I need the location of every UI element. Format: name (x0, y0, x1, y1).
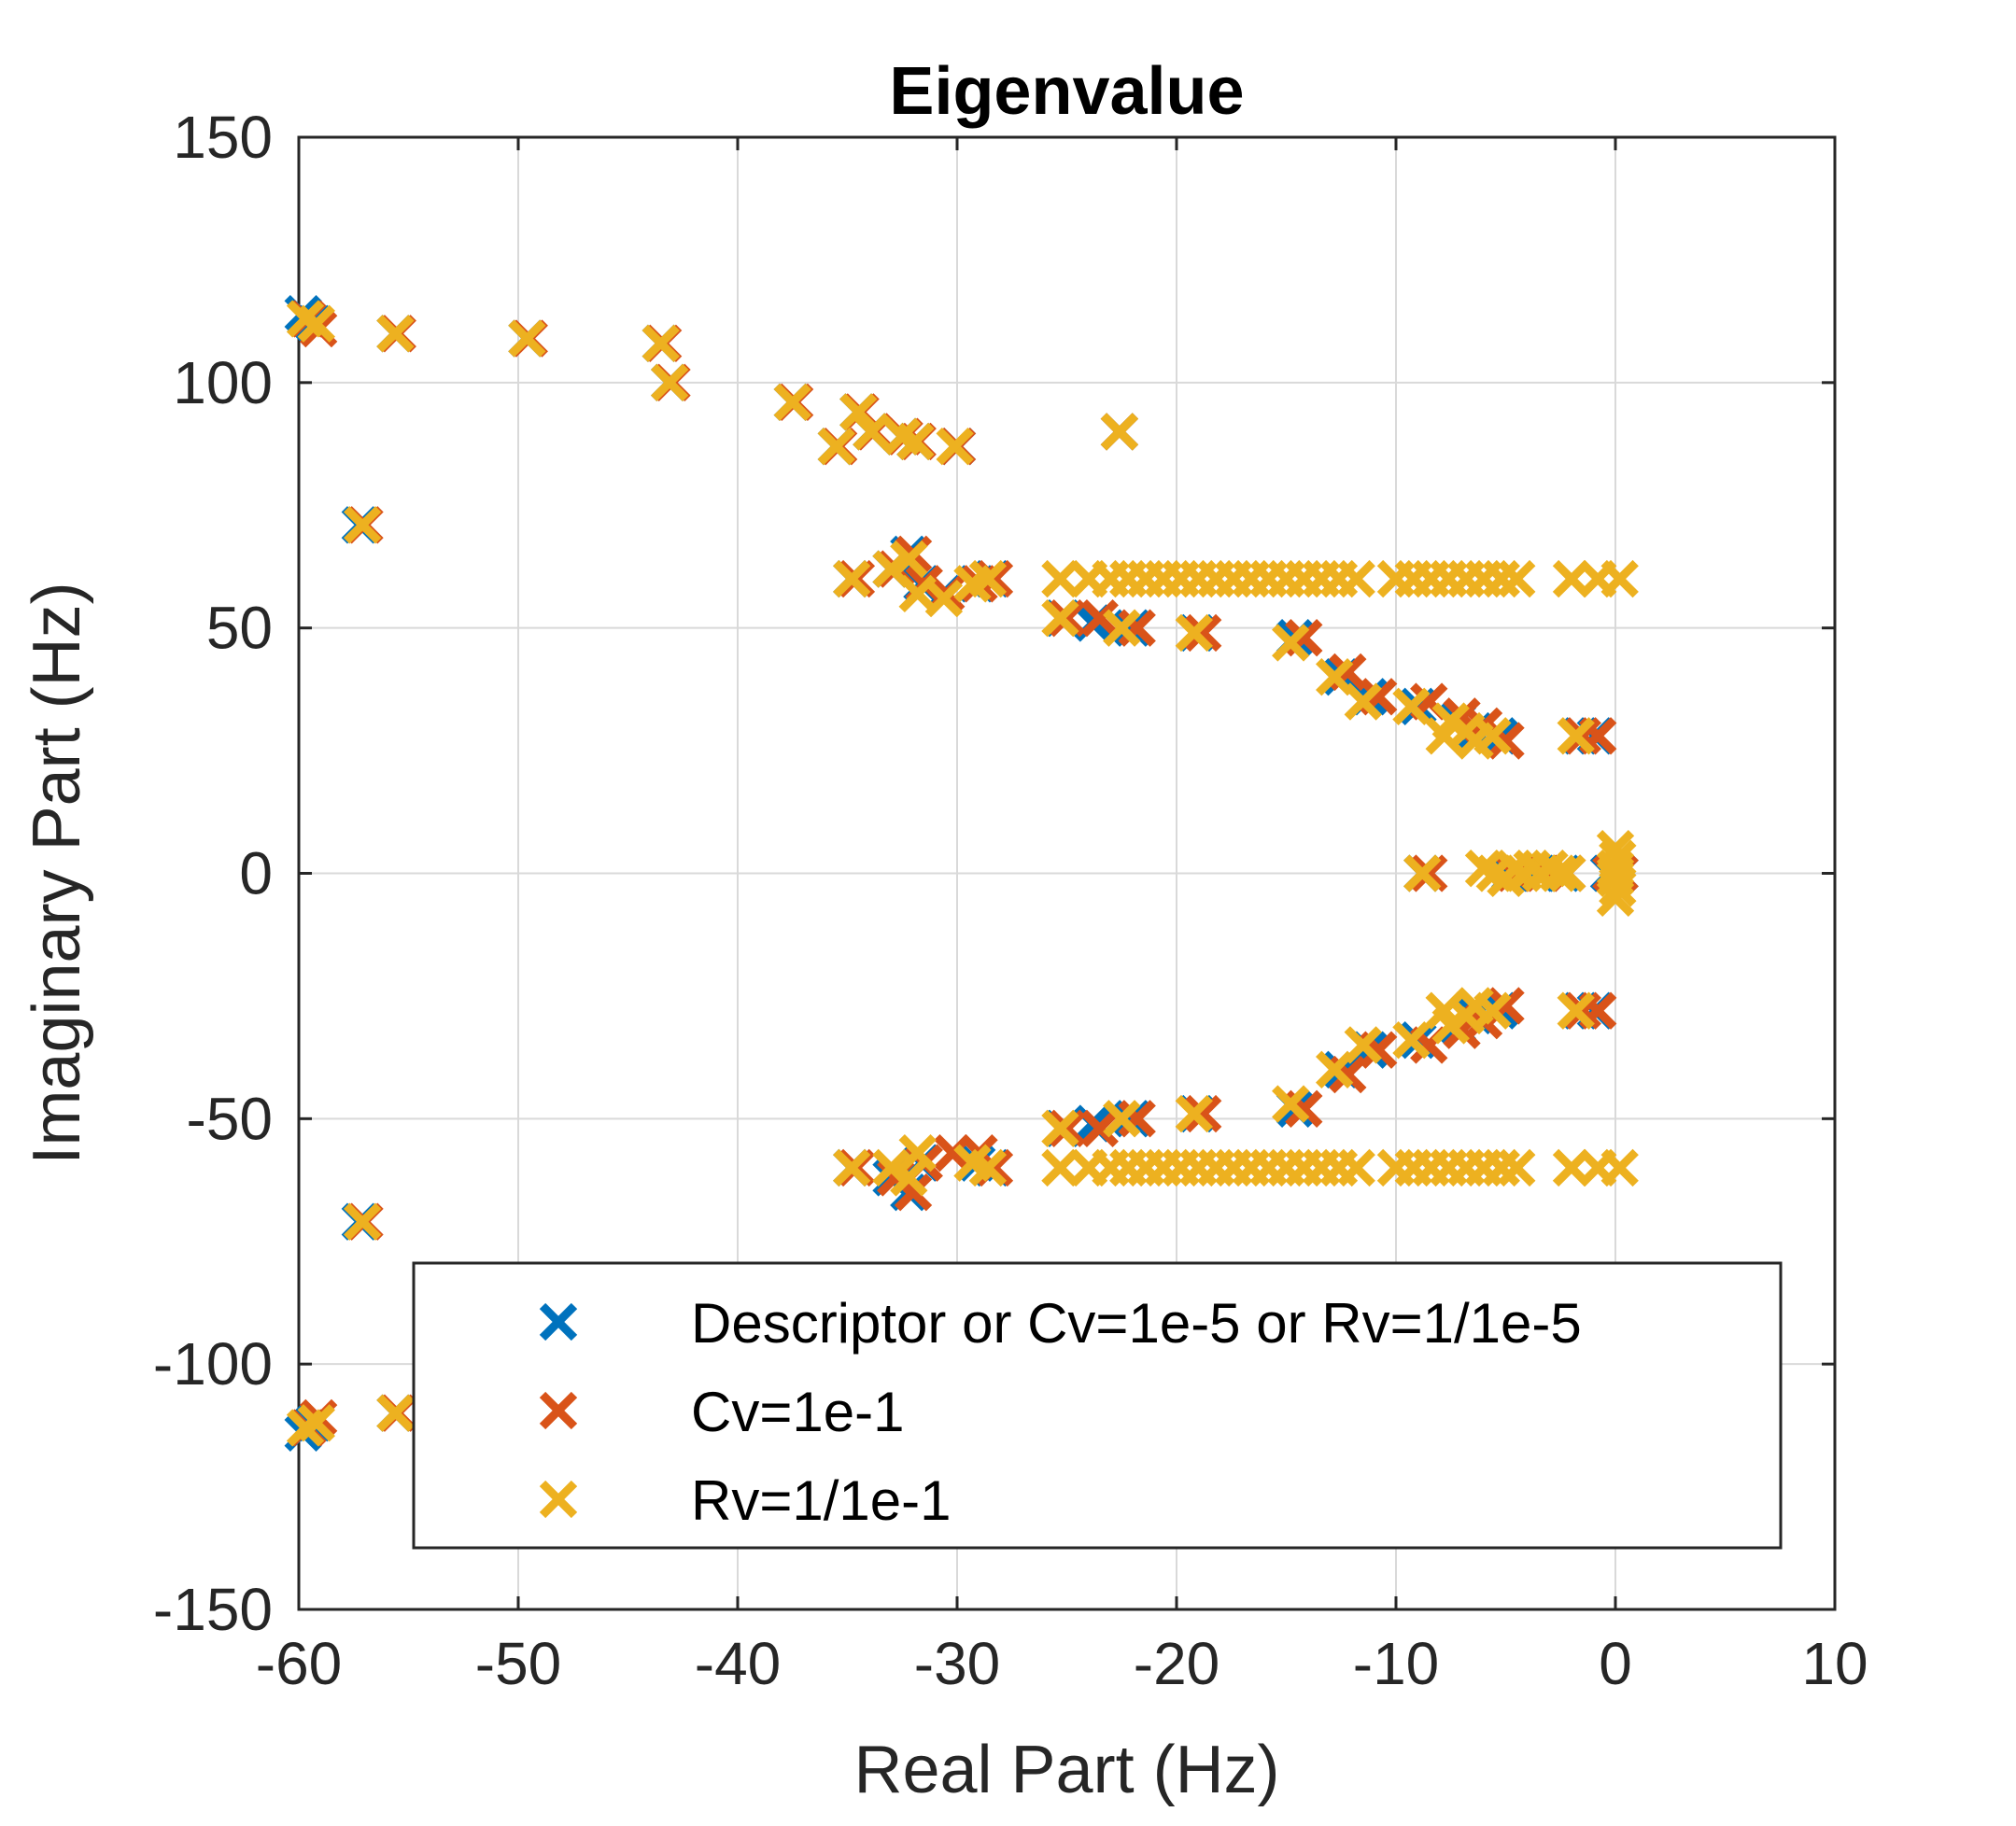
data-point (1596, 878, 1635, 917)
x-tick-label: 0 (1599, 1630, 1632, 1697)
data-point (1403, 854, 1442, 892)
data-point (641, 324, 680, 362)
data-point (343, 1202, 382, 1241)
legend-item: Descriptor or Cv=1e-5 or Rv=1/1e-5 (539, 1292, 1582, 1355)
data-point (1539, 854, 1578, 892)
x-tick-label: -20 (1134, 1630, 1220, 1697)
legend-marker (539, 1480, 578, 1519)
data-point (839, 393, 878, 431)
chart-title: Eigenvalue (889, 54, 1244, 129)
series-3-points (286, 300, 1639, 1447)
data-point (872, 1148, 910, 1187)
data-point (1337, 1148, 1375, 1187)
data-point (1041, 559, 1079, 598)
data-point (1175, 613, 1213, 653)
data-point (1041, 1109, 1079, 1148)
y-tick-label: 100 (173, 349, 273, 416)
data-point (1473, 717, 1512, 755)
data-point (773, 383, 811, 422)
data-point (833, 1148, 871, 1187)
x-axis-title: Real Part (Hz) (853, 1733, 1279, 1807)
legend-box (412, 1261, 1783, 1550)
data-point (1048, 598, 1086, 638)
data-point (1041, 598, 1079, 638)
y-tick-label: -100 (153, 1330, 273, 1398)
data-point (1272, 1085, 1310, 1123)
legend: Descriptor or Cv=1e-5 or Rv=1/1e-5 Cv=1e-… (412, 1261, 1783, 1550)
data-point (817, 427, 855, 466)
x-tick-label: -30 (914, 1630, 1001, 1697)
legend-item: Cv=1e-1 (539, 1381, 904, 1443)
data-point (1557, 991, 1595, 1030)
data-point (924, 579, 964, 618)
data-point (1344, 1026, 1382, 1064)
data-point (936, 427, 974, 466)
data-point (376, 1394, 415, 1432)
data-point (1392, 1021, 1431, 1060)
legend-label: Cv=1e-1 (691, 1381, 904, 1443)
data-point (1184, 613, 1222, 653)
data-point (1103, 1100, 1141, 1138)
data-point (1548, 854, 1586, 892)
y-tick-label: 50 (206, 595, 273, 662)
legend-label: Rv=1/1e-1 (691, 1469, 952, 1532)
data-point (1272, 624, 1310, 662)
data-point (1316, 658, 1354, 696)
data-point (1041, 1148, 1079, 1187)
data-point (1316, 1050, 1354, 1089)
data-point (896, 422, 935, 461)
y-axis-title: Imaginary Part (Hz) (20, 582, 94, 1164)
x-tick-label: -10 (1353, 1630, 1440, 1697)
legend-marker (539, 1302, 578, 1341)
data-point (1344, 682, 1382, 721)
data-point (890, 540, 928, 579)
data-point (1600, 1148, 1639, 1187)
data-point (1100, 413, 1139, 451)
y-tick-label: 150 (173, 104, 273, 171)
x-tick-label: -50 (475, 1630, 562, 1697)
data-point (343, 506, 382, 544)
data-point (968, 559, 1008, 598)
data-point (1557, 717, 1595, 755)
x-tick-label: -40 (695, 1630, 782, 1697)
data-point (1392, 687, 1431, 725)
data-point (1103, 609, 1141, 647)
legend-label: Descriptor or Cv=1e-5 or Rv=1/1e-5 (691, 1292, 1582, 1355)
data-point (1080, 598, 1119, 638)
data-point (1184, 1094, 1222, 1133)
x-tick-label: -60 (256, 1630, 343, 1697)
legend-marker (539, 1391, 578, 1430)
data-point (1080, 1109, 1119, 1148)
data-point (1473, 991, 1512, 1030)
data-point (968, 1148, 1008, 1187)
data-point (650, 363, 689, 402)
data-point (1175, 1094, 1213, 1133)
data-point (833, 559, 871, 598)
data-point (1600, 559, 1639, 598)
x-tick-label: 10 (1801, 1630, 1868, 1697)
data-point (1048, 1109, 1086, 1148)
y-tick-label: -50 (187, 1085, 274, 1152)
data-point (1410, 854, 1448, 892)
y-tick-label: 0 (239, 840, 273, 907)
data-point (297, 304, 335, 343)
data-point (508, 319, 546, 358)
data-point (376, 315, 415, 353)
data-point (1498, 559, 1536, 598)
data-points (284, 295, 1639, 1452)
data-point (898, 1133, 937, 1173)
data-point (890, 1159, 928, 1197)
data-point (1337, 559, 1375, 598)
axis-ticks: -60 -50 -40 -30 -20 -10 0 10-150-100-5005010015… (153, 104, 1868, 1697)
data-point (1599, 869, 1637, 907)
legend-items: Descriptor or Cv=1e-5 or Rv=1/1e-5 Cv=1e-… (539, 1292, 1582, 1532)
data-point (1498, 1148, 1536, 1187)
y-tick-label: -150 (153, 1576, 273, 1643)
data-point (297, 1404, 335, 1442)
data-point (853, 413, 891, 451)
legend-item: Rv=1/1e-1 (539, 1469, 952, 1532)
